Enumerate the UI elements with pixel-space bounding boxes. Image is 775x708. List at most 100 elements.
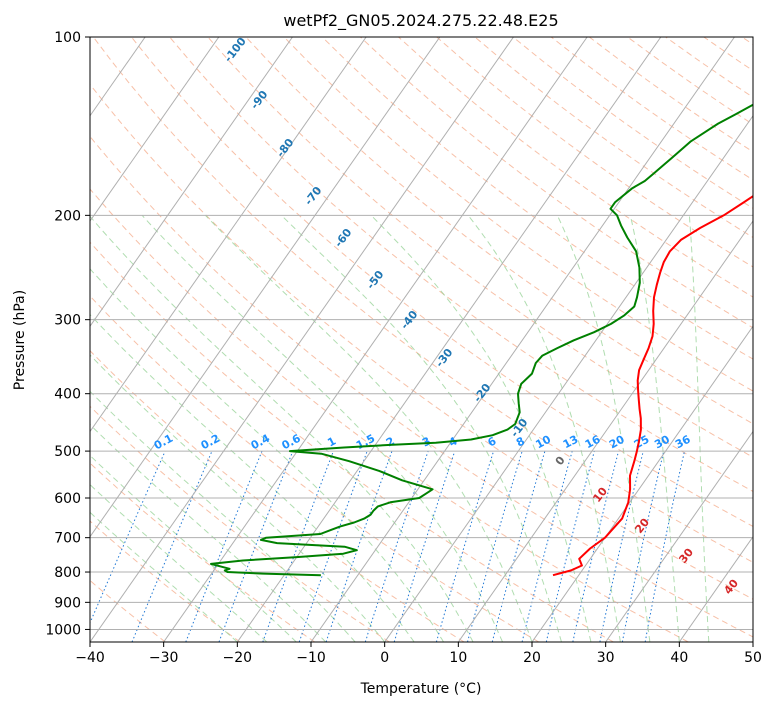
dry-adiabat-line — [90, 188, 689, 642]
dry-adiabat-line — [703, 37, 753, 72]
mixing-ratio-line — [435, 450, 495, 642]
mixing-ratio-line — [364, 450, 429, 642]
mixing-ratio-label: 2 — [384, 434, 397, 449]
isotherm-line — [0, 37, 72, 642]
isotherm-line — [90, 37, 441, 538]
x-tick-label: −30 — [149, 650, 179, 666]
isotherm-line — [90, 37, 514, 642]
background-lines — [90, 37, 753, 642]
isotherm-line — [163, 37, 588, 642]
mixing-ratio-label: 25 — [632, 433, 652, 452]
mixing-ratio-label: 13 — [561, 433, 581, 452]
isotherm-line — [384, 114, 753, 642]
moist-adiabat-line — [688, 215, 710, 642]
dry-adiabat-label: -70 — [302, 184, 325, 208]
mixing-ratio-line — [262, 450, 334, 642]
moist-adiabat-line — [90, 390, 356, 642]
x-tick-label: 10 — [449, 650, 467, 666]
x-tick-label: −40 — [75, 650, 105, 666]
x-tick-label: −10 — [296, 650, 326, 666]
moist-adiabat-line — [90, 454, 297, 642]
mixing-ratio-line — [644, 450, 685, 642]
dry-adiabat-line — [90, 241, 614, 642]
moist-adiabat-line — [90, 268, 445, 642]
dry-adiabat-line — [90, 83, 753, 600]
y-tick-label: 600 — [54, 491, 81, 507]
dry-adiabat-label: -50 — [364, 268, 387, 292]
dry-adiabat-line — [436, 37, 753, 268]
mixing-ratio-labels: 0.1 0.2 0.4 0.6 1 1.5 2 3 4 6 8 10 13 16 20 25 30 36 — [152, 432, 693, 453]
mixing-ratio-line — [298, 450, 368, 642]
mixing-ratio-line — [545, 450, 595, 642]
dry-adiabat-label: -80 — [274, 136, 297, 160]
dry-adiabat-line — [90, 350, 465, 642]
isotherm-line — [90, 37, 367, 433]
isotherm-line — [310, 37, 735, 642]
mixing-ratio-line — [521, 450, 573, 642]
dry-adiabat-line — [321, 37, 753, 360]
y-tick-label: 900 — [54, 595, 81, 611]
mixing-ratio-label: 0.6 — [280, 432, 304, 453]
mixing-ratio-line — [599, 450, 644, 642]
dry-adiabat-label: -30 — [433, 346, 456, 370]
isotherm-line — [678, 535, 753, 642]
mixing-ratio-label: 0.2 — [199, 432, 222, 453]
isotherm-line — [605, 430, 753, 642]
isobar-grid — [90, 37, 753, 630]
x-tick-label: 30 — [597, 650, 615, 666]
y-tick-label: 500 — [54, 444, 81, 460]
dry-adiabat-label: 30 — [676, 546, 696, 566]
mixing-ratio-label: 10 — [533, 433, 553, 452]
y-axis-label: Pressure (hPa) — [12, 290, 28, 390]
y-tick-label: 700 — [54, 531, 81, 547]
y-tick-label: 1000 — [45, 622, 81, 638]
dry-adiabat-line — [398, 37, 753, 298]
y-tick-label: 800 — [54, 565, 81, 581]
moist-adiabat-line — [629, 215, 680, 642]
dry-adiabat-label: -100 — [222, 35, 249, 65]
dry-adiabat-line — [90, 462, 315, 642]
moist-adiabat-line — [90, 511, 238, 642]
dry-adiabat-line — [474, 37, 753, 239]
mixing-ratio-label: 20 — [607, 433, 627, 452]
dry-adiabat-line — [741, 37, 753, 45]
isotherm-line — [236, 37, 662, 642]
x-tick-label: 40 — [670, 650, 688, 666]
mixing-ratio-label: 16 — [583, 433, 603, 452]
dry-adiabat-line — [207, 37, 753, 458]
mixing-ratio-label: 0.4 — [249, 432, 273, 453]
dry-adiabat-label: 0 — [553, 454, 568, 468]
isotherm-line — [752, 641, 753, 642]
x-tick-label: 0 — [380, 650, 389, 666]
dry-adiabat-line — [512, 37, 753, 209]
dry-adiabat-line — [245, 37, 753, 425]
mixing-ratio-line — [491, 450, 546, 642]
isotherm-line — [457, 220, 753, 642]
mixing-ratio-label: 30 — [652, 433, 672, 452]
y-tick-label: 200 — [54, 208, 81, 224]
mixing-ratio-label: 36 — [673, 433, 693, 452]
dry-adiabat-line — [169, 37, 753, 492]
isotherm-grid — [0, 37, 753, 642]
dry-adiabat-label: -40 — [398, 308, 421, 332]
mixing-ratio-line — [131, 450, 213, 642]
x-axis: −40 −30 −20 −10 0 10 20 30 40 50 — [75, 642, 762, 666]
isotherm-line — [531, 325, 753, 642]
moist-adiabat-line — [281, 214, 562, 642]
x-tick-label: −20 — [223, 650, 253, 666]
mixing-ratio-line — [90, 450, 166, 625]
temperature-line — [552, 194, 753, 577]
moist-adiabat-line — [90, 483, 268, 642]
y-tick-label: 400 — [54, 387, 81, 403]
moist-adiabat-line — [141, 214, 503, 642]
sounding-series — [210, 103, 753, 577]
dewpoint-line — [210, 103, 753, 577]
mixing-ratio-line — [572, 450, 620, 642]
mixing-ratio-line — [467, 450, 523, 642]
isotherm-line — [90, 37, 220, 222]
dry-adiabat-label: -90 — [248, 88, 271, 112]
dry-adiabat-line — [360, 37, 753, 329]
moist-adiabat-line — [370, 214, 592, 642]
mixing-ratio-line — [325, 450, 393, 642]
mixing-ratio-line — [185, 450, 263, 642]
